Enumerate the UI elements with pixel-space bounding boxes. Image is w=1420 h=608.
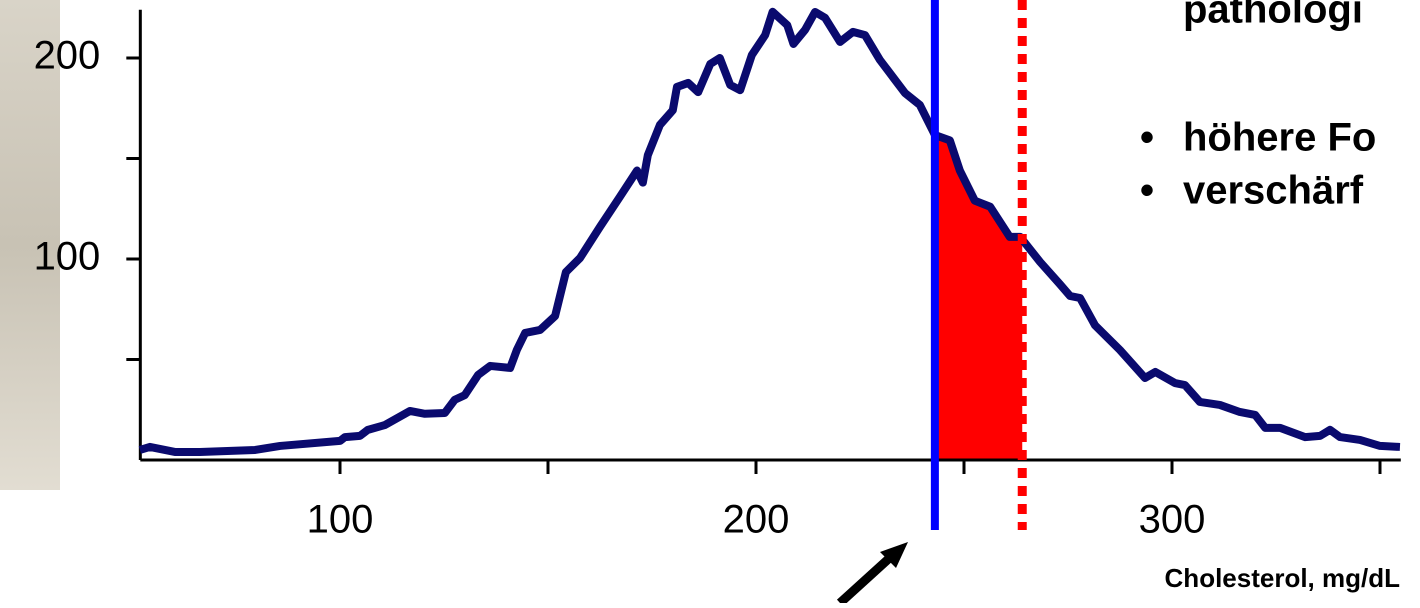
x-axis-label: Cholesterol, mg/dL [1165,563,1401,593]
side-text: verschärf [1183,169,1364,213]
shaded-area [934,134,1023,460]
curve [138,7,1401,456]
x-tick-label: 100 [307,498,374,542]
arrow [836,549,899,607]
arrow-head [880,542,908,568]
y-tick-label: 200 [34,34,101,78]
side-text: höhere Fo [1183,116,1376,160]
x-tick-label: 200 [723,498,790,542]
side-text: pathologi [1183,0,1363,32]
x-tick-label: 300 [1139,498,1206,542]
bullet: • [1140,169,1154,213]
bullet: • [1140,116,1154,160]
y-tick-label: 100 [34,235,101,279]
background-photo [0,0,60,490]
